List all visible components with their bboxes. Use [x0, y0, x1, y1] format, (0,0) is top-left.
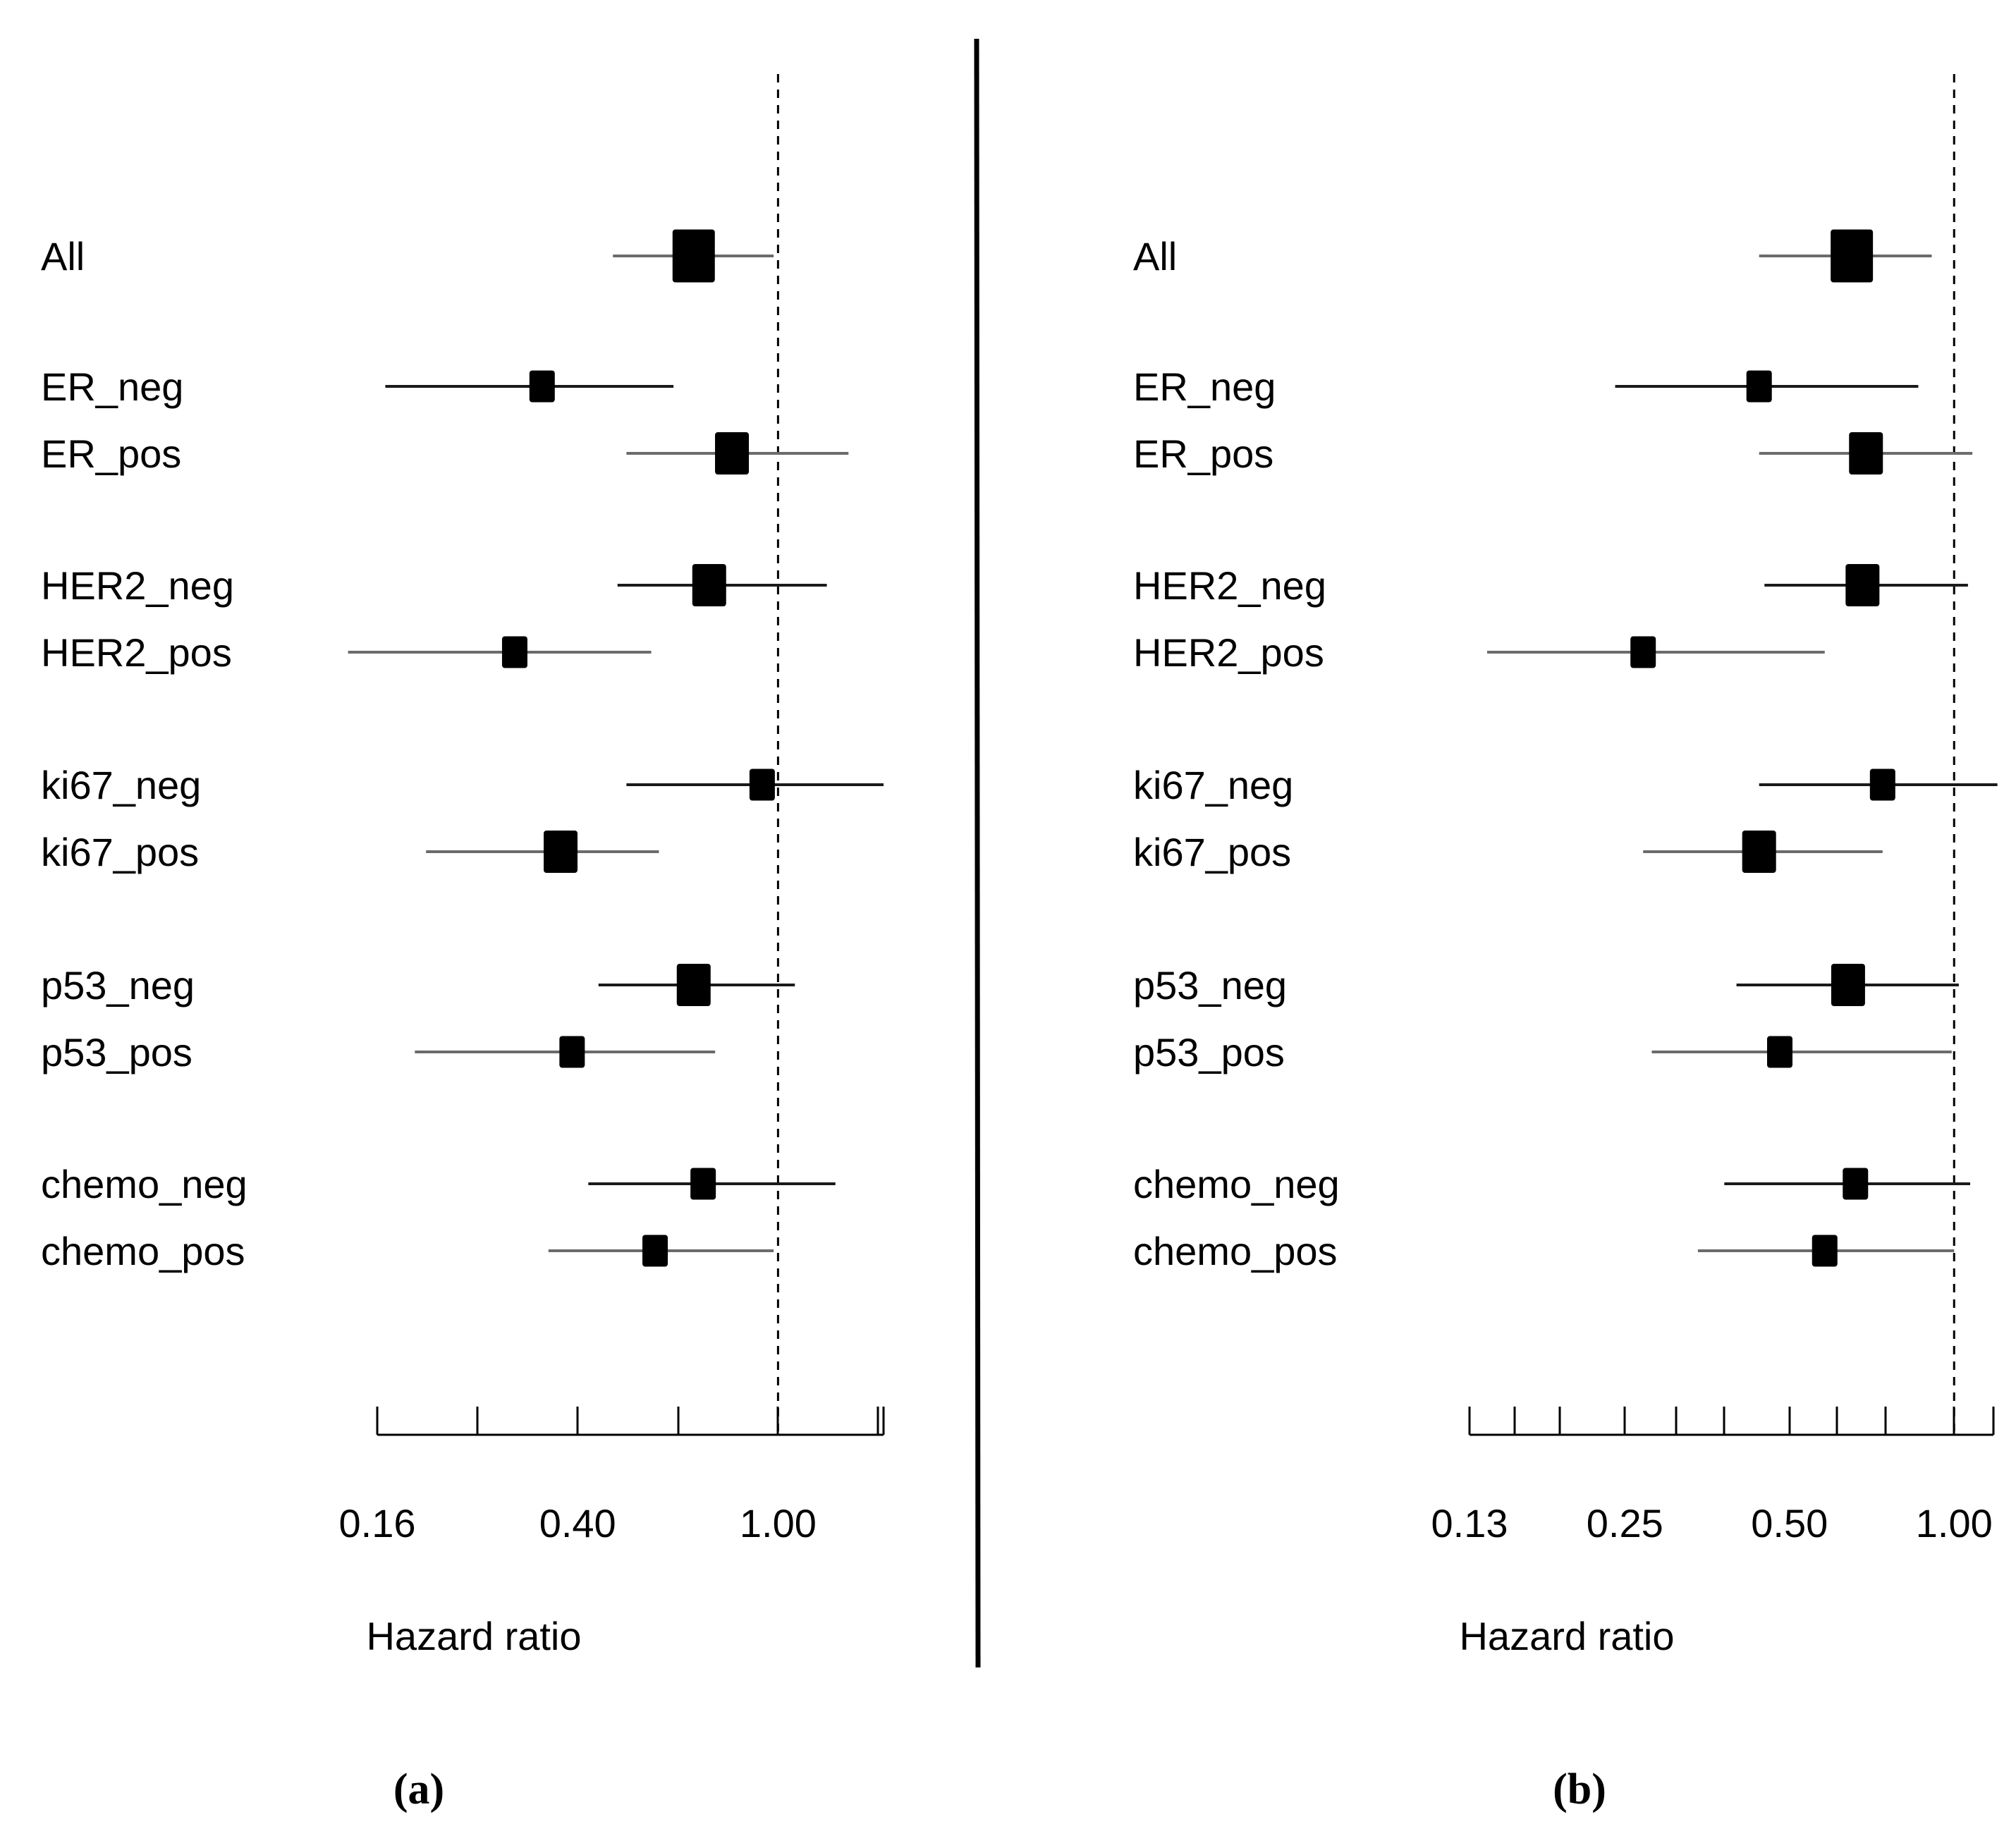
hr-point-box — [672, 229, 715, 283]
row-label: HER2_pos — [41, 630, 232, 675]
hr-point-box — [642, 1235, 668, 1267]
hr-point-box — [676, 964, 711, 1006]
row-label: ER_pos — [41, 431, 181, 476]
forest-row-p53_neg: p53_neg — [1133, 963, 1959, 1008]
forest-row-chemo_neg: chemo_neg — [1133, 1162, 1971, 1206]
forest-row-p53_pos: p53_pos — [1133, 1030, 1952, 1074]
row-label: All — [41, 234, 85, 278]
x-tick-label: 0.16 — [339, 1501, 416, 1545]
row-label: chemo_pos — [41, 1229, 245, 1273]
hr-point-box — [1767, 1036, 1793, 1068]
forest-row-ER_pos: ER_pos — [41, 431, 849, 476]
forest-row-ER_neg: ER_neg — [41, 365, 674, 409]
panel-a-xlabel: Hazard ratio — [366, 1614, 581, 1658]
hr-point-box — [1746, 370, 1772, 403]
forest-row-chemo_pos: chemo_pos — [1133, 1229, 1955, 1273]
forest-row-All: All — [1133, 229, 1932, 283]
forest-row-chemo_pos: chemo_pos — [41, 1229, 774, 1273]
hr-point-box — [1630, 636, 1656, 668]
hr-point-box — [1845, 564, 1880, 606]
panel-a-x-axis: 0.16 0.40 1.00 — [339, 1407, 885, 1545]
forest-row-ER_pos: ER_pos — [1133, 431, 1973, 476]
hr-point-box — [1849, 432, 1883, 474]
hr-point-box — [690, 1168, 716, 1200]
row-label: All — [1133, 234, 1177, 278]
x-tick-label: 0.25 — [1587, 1501, 1663, 1545]
row-label: ER_neg — [41, 365, 183, 409]
row-label: p53_neg — [1133, 963, 1287, 1008]
row-label: p53_neg — [41, 963, 195, 1008]
row-label: p53_pos — [41, 1030, 193, 1074]
row-label: ER_neg — [1133, 365, 1276, 409]
forest-row-ki67_neg: ki67_neg — [41, 763, 884, 807]
hr-point-box — [1831, 964, 1865, 1006]
row-label: chemo_neg — [41, 1162, 248, 1206]
hr-point-box — [1742, 831, 1776, 873]
row-label: HER2_neg — [1133, 563, 1326, 608]
row-label: chemo_neg — [1133, 1162, 1340, 1206]
forest-row-chemo_neg: chemo_neg — [41, 1162, 836, 1206]
panel-b: All ER_neg ER_pos HER2_neg HER2_pos ki67_negk… — [1133, 74, 1998, 1813]
forest-row-ki67_pos: ki67_pos — [1133, 830, 1883, 874]
panel-b-x-axis: 0.13 0.25 0.50 1.00 — [1431, 1407, 1995, 1545]
hr-point-box — [1869, 769, 1895, 801]
panel-b-rows: All ER_neg ER_pos HER2_neg HER2_pos ki67_negk… — [1133, 74, 1998, 1431]
panel-b-xlabel: Hazard ratio — [1459, 1614, 1674, 1658]
x-tick-label: 0.13 — [1431, 1501, 1508, 1545]
x-tick-label: 0.40 — [539, 1501, 616, 1545]
panel-a-rows: All ER_neg ER_pos HER2_neg HER2_pos ki67_negk… — [41, 74, 884, 1431]
hr-point-box — [715, 432, 750, 474]
row-label: ki67_neg — [1133, 763, 1293, 807]
forest-row-All: All — [41, 229, 774, 283]
row-label: ki67_pos — [41, 830, 199, 874]
forest-row-HER2_pos: HER2_pos — [41, 630, 652, 675]
row-label: ER_pos — [1133, 431, 1273, 476]
forest-row-ki67_pos: ki67_pos — [41, 830, 659, 874]
row-label: HER2_neg — [41, 563, 234, 608]
forest-row-p53_pos: p53_pos — [41, 1030, 716, 1074]
hr-point-box — [559, 1036, 585, 1068]
forest-row-HER2_pos: HER2_pos — [1133, 630, 1825, 675]
panel-a-letter: (a) — [393, 1765, 444, 1813]
hr-point-box — [1831, 229, 1874, 283]
row-label: chemo_pos — [1133, 1229, 1338, 1273]
hr-point-box — [1812, 1235, 1838, 1267]
row-label: HER2_pos — [1133, 630, 1324, 675]
hr-point-box — [544, 831, 578, 873]
x-tick-label: 1.00 — [1916, 1501, 1993, 1545]
row-label: ki67_pos — [1133, 830, 1291, 874]
hr-point-box — [692, 564, 726, 606]
x-tick-label: 1.00 — [740, 1501, 817, 1545]
hr-point-box — [501, 636, 527, 668]
row-label: ki67_neg — [41, 763, 201, 807]
forest-row-p53_neg: p53_neg — [41, 963, 795, 1008]
x-tick-label: 0.50 — [1751, 1501, 1828, 1545]
forest-row-ER_neg: ER_neg — [1133, 365, 1919, 409]
hr-point-box — [1843, 1168, 1869, 1200]
panel-a: All ER_neg ER_pos HER2_neg HER2_pos ki67_negk… — [41, 74, 885, 1813]
forest-row-HER2_neg: HER2_neg — [41, 563, 827, 608]
row-label: p53_pos — [1133, 1030, 1285, 1074]
hr-point-box — [529, 370, 555, 403]
panel-b-letter: (b) — [1553, 1765, 1606, 1813]
forest-row-ki67_neg: ki67_neg — [1133, 763, 1998, 807]
hr-point-box — [749, 769, 775, 801]
panel-divider — [974, 38, 981, 1668]
forest-row-HER2_neg: HER2_neg — [1133, 563, 1968, 608]
